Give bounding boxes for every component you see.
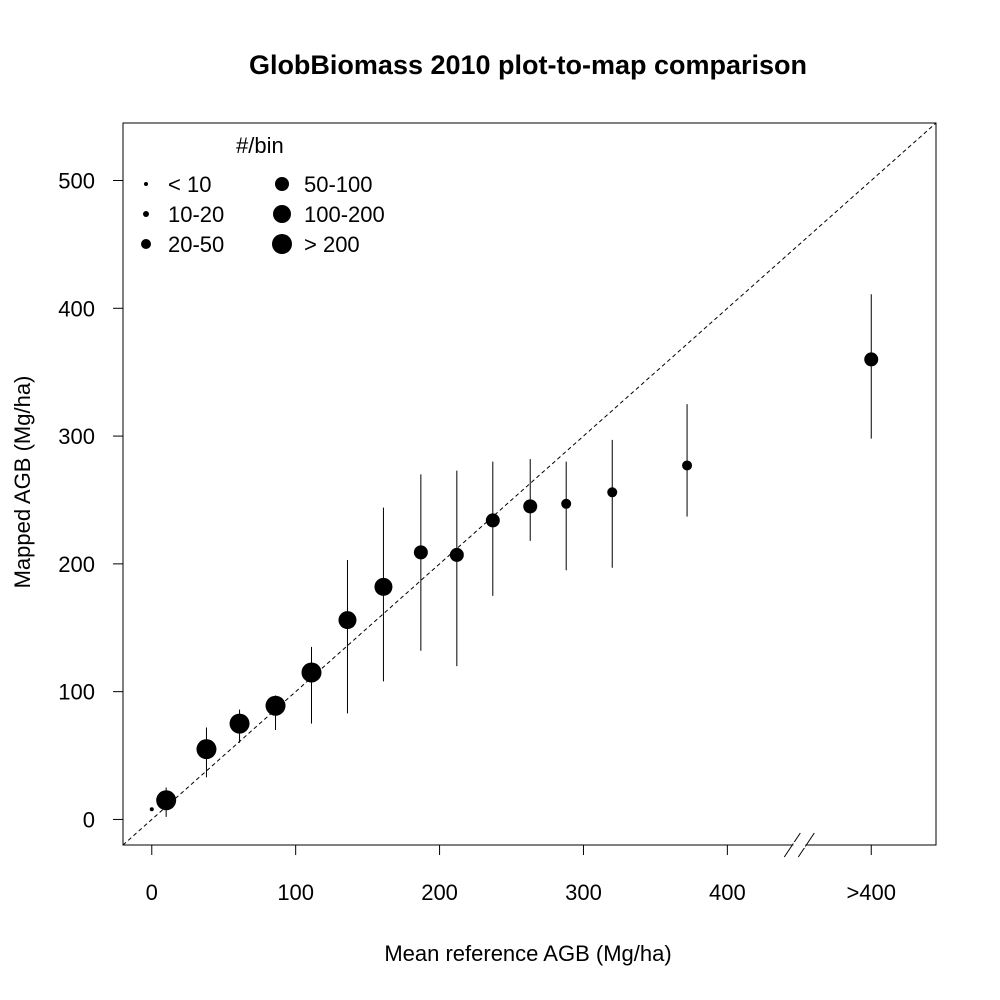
reference-line-1to1 (122, 122, 937, 846)
y-tick-label: 500 (58, 169, 95, 194)
data-point (156, 790, 177, 811)
x-tick-label: 100 (277, 880, 314, 905)
legend-marker (144, 182, 148, 186)
legend-marker (273, 205, 291, 223)
chart-title: GlobBiomass 2010 plot-to-map comparison (249, 50, 807, 80)
plot-frame (122, 122, 937, 846)
legend-label: < 10 (168, 172, 211, 197)
legend-marker (143, 211, 149, 217)
data-point (485, 513, 500, 528)
x-tick-label: 200 (421, 880, 458, 905)
data-point (682, 460, 693, 471)
data-point (265, 695, 286, 716)
y-tick-label: 200 (58, 552, 95, 577)
data-marks (149, 294, 879, 817)
data-point (338, 611, 357, 630)
legend-marker (275, 177, 289, 191)
x-tick-label: 0 (146, 880, 158, 905)
data-point (196, 739, 217, 760)
x-tick-label: 400 (709, 880, 746, 905)
data-point (229, 713, 250, 734)
data-point (561, 498, 572, 509)
axes: 0 100 200 300 400 >400 0 100 200 300 400 500 (58, 169, 896, 905)
data-point (413, 545, 428, 560)
axis-break-mark (783, 832, 801, 858)
legend-label: 50-100 (304, 172, 373, 197)
data-point (301, 662, 322, 683)
y-axis-label: Mapped AGB (Mg/ha) (10, 376, 35, 589)
data-point (523, 499, 538, 514)
legend-title: #/bin (236, 133, 284, 158)
data-point (607, 487, 618, 498)
legend-marker (272, 234, 292, 254)
y-tick-label: 300 (58, 424, 95, 449)
legend: #/bin < 10 10-20 20-50 50-100 100-200 > 200 (141, 133, 385, 257)
data-point (374, 577, 393, 596)
x-tick-label: 300 (565, 880, 602, 905)
legend-label: 100-200 (304, 202, 385, 227)
reference-line-group (122, 122, 937, 846)
axis-break-mark (797, 832, 815, 858)
x-axis-label: Mean reference AGB (Mg/ha) (384, 941, 671, 966)
data-point (149, 807, 154, 812)
data-point (449, 547, 464, 562)
legend-marker (141, 239, 151, 249)
y-tick-label: 100 (58, 680, 95, 705)
y-tick-label: 0 (83, 807, 95, 832)
x-tick-label: >400 (846, 880, 896, 905)
legend-label: 10-20 (168, 202, 224, 227)
legend-label: > 200 (304, 232, 360, 257)
data-point (864, 352, 879, 367)
y-tick-label: 400 (58, 296, 95, 321)
legend-label: 20-50 (168, 232, 224, 257)
axis-break-gap (793, 842, 806, 848)
